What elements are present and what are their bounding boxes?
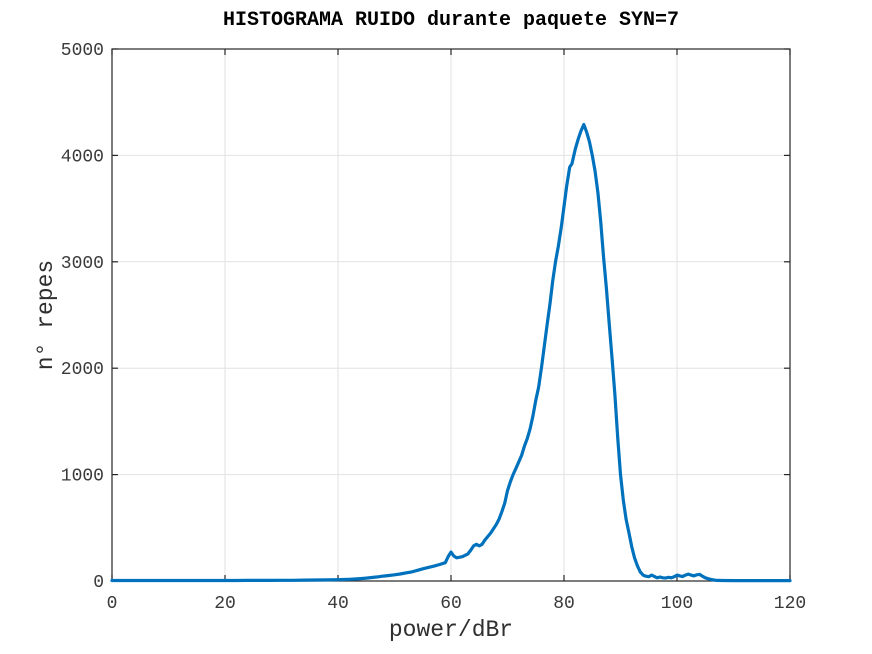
y-tick-label: 0 bbox=[93, 573, 104, 593]
x-tick-label: 100 bbox=[661, 594, 693, 614]
x-tick-label: 120 bbox=[774, 594, 806, 614]
chart-title: HISTOGRAMA RUIDO durante paquete SYN=7 bbox=[222, 9, 680, 32]
y-axis-label: n° repes bbox=[33, 259, 59, 371]
x-axis-label: power/dBr bbox=[388, 617, 514, 643]
x-tick-label: 0 bbox=[107, 594, 118, 614]
x-tick-label: 60 bbox=[440, 594, 462, 614]
y-tick-label: 3000 bbox=[61, 254, 104, 274]
x-tick-label: 80 bbox=[553, 594, 575, 614]
y-tick-label: 4000 bbox=[61, 147, 104, 167]
x-tick-label: 40 bbox=[327, 594, 349, 614]
x-tick-label: 20 bbox=[214, 594, 236, 614]
y-tick-label: 5000 bbox=[61, 41, 104, 61]
y-tick-label: 1000 bbox=[61, 467, 104, 487]
data-series-line bbox=[110, 122, 792, 583]
y-tick-label: 2000 bbox=[61, 360, 104, 380]
